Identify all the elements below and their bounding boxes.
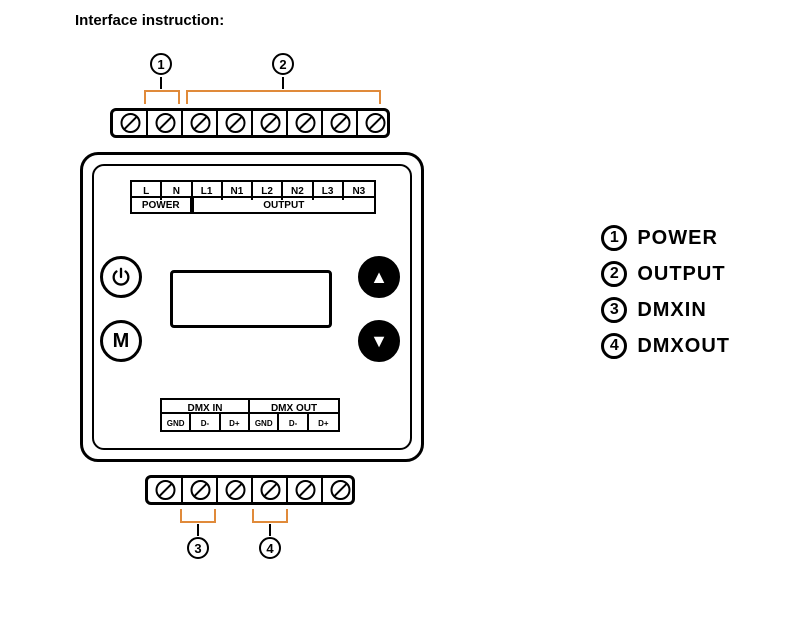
terminal-screw (358, 111, 393, 135)
legend-num: 1 (601, 225, 627, 251)
terminal-screw (113, 111, 148, 135)
terminal-screw (148, 478, 183, 502)
power-icon (110, 266, 132, 288)
callout-badge-3: 3 (187, 537, 209, 559)
pin-label: D- (279, 414, 308, 432)
lcd-display (170, 270, 332, 328)
legend-label: DMXIN (637, 299, 706, 322)
callout-stem-4 (269, 524, 271, 536)
terminal-screw (323, 111, 358, 135)
terminal-screw (288, 111, 323, 135)
legend-num: 3 (601, 297, 627, 323)
callout-bracket-4 (252, 509, 288, 523)
terminal-screw (183, 478, 218, 502)
callout-badge-1: 1 (150, 53, 172, 75)
callout-badge-4: 4 (259, 537, 281, 559)
mode-button[interactable]: M (100, 320, 142, 362)
legend-label: OUTPUT (637, 263, 725, 286)
legend-row: 4 DMXOUT (601, 333, 730, 359)
callout-bracket-3 (180, 509, 216, 523)
pin-label: D+ (221, 414, 250, 432)
bottom-pin-labels: GNDD-D+GNDD-D+ (160, 414, 340, 432)
callout-badge-2: 2 (272, 53, 294, 75)
callout-stem-3 (197, 524, 199, 536)
down-button[interactable]: ▼ (358, 320, 400, 362)
pin-label: D+ (309, 414, 338, 432)
pin-label: GND (162, 414, 191, 432)
bottom-group-labels: DMX INDMX OUT (160, 398, 340, 414)
terminal-screw (323, 478, 358, 502)
group-label-output: OUTPUT (192, 198, 377, 214)
up-button[interactable]: ▲ (358, 256, 400, 298)
terminal-screw (218, 478, 253, 502)
terminal-screw (183, 111, 218, 135)
legend-num: 2 (601, 261, 627, 287)
terminal-screw (148, 111, 183, 135)
power-button[interactable] (100, 256, 142, 298)
bottom-terminal-strip (145, 475, 355, 505)
legend-row: 3 DMXIN (601, 297, 730, 323)
pin-label: GND (250, 414, 279, 432)
pin-label: D- (191, 414, 220, 432)
legend-row: 1 POWER (601, 225, 730, 251)
legend-num: 4 (601, 333, 627, 359)
legend-label: POWER (637, 227, 718, 250)
legend-label: DMXOUT (637, 335, 730, 358)
top-terminal-strip (110, 108, 390, 138)
terminal-screw (253, 111, 288, 135)
legend: 1 POWER 2 OUTPUT 3 DMXIN 4 DMXOUT (601, 225, 730, 369)
terminal-screw (218, 111, 253, 135)
callout-stem-2 (282, 77, 284, 89)
terminal-screw (253, 478, 288, 502)
callout-bracket-1 (144, 90, 180, 104)
page-title: Interface instruction: (75, 12, 224, 29)
top-pin-labels: LNL1N1L2N2L3N3 (130, 180, 376, 198)
terminal-screw (288, 478, 323, 502)
group-label-power: POWER (130, 198, 192, 214)
callout-stem-1 (160, 77, 162, 89)
callout-bracket-2 (186, 90, 381, 104)
legend-row: 2 OUTPUT (601, 261, 730, 287)
